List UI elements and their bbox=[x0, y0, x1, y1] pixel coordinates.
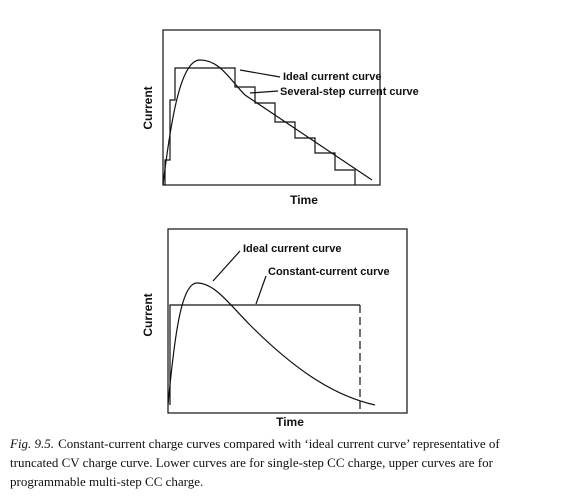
annotation: Ideal current curve bbox=[283, 71, 381, 83]
annotation: Constant-current curve bbox=[268, 266, 390, 278]
caption-text: Constant-current charge curves compared … bbox=[58, 436, 500, 451]
leader bbox=[249, 90, 279, 94]
x-label: Time bbox=[276, 415, 304, 429]
caption-line: Fig. 9.5. Constant-current charge curves … bbox=[10, 436, 500, 452]
leader bbox=[239, 69, 281, 78]
caption-line: programmable multi-step CC charge. bbox=[10, 474, 204, 489]
caption-line: truncated CV charge curve. Lower curves … bbox=[10, 455, 493, 470]
plot-frame bbox=[167, 228, 408, 414]
annotation: Ideal current curve bbox=[243, 243, 341, 255]
x-label: Time bbox=[290, 193, 318, 207]
plot-frame bbox=[162, 29, 381, 186]
leader bbox=[255, 275, 267, 305]
y-label: Current bbox=[141, 293, 155, 336]
y-label: Current bbox=[141, 86, 155, 129]
annotation: Several-step current curve bbox=[280, 86, 419, 98]
leader bbox=[212, 250, 241, 282]
fig-label: Fig. 9.5. bbox=[10, 436, 55, 451]
step-curve bbox=[164, 67, 356, 185]
constant-current-curve bbox=[169, 304, 360, 405]
ideal-curve bbox=[167, 282, 376, 406]
figure: Ideal current curve Several-step current… bbox=[141, 29, 419, 429]
